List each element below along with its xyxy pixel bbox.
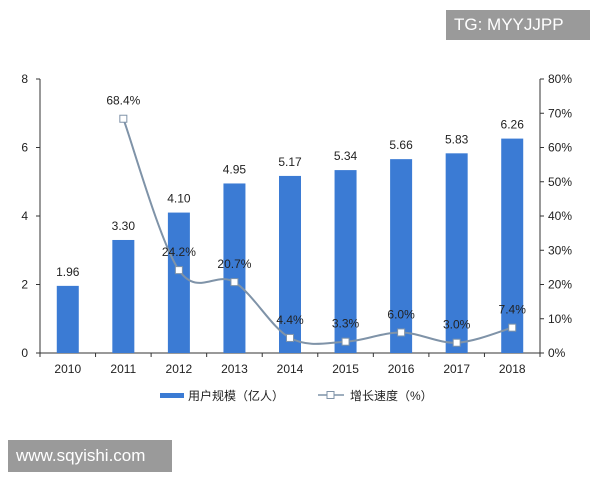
x-tick-label: 2011 [110, 362, 136, 376]
x-tick-label: 2016 [388, 362, 415, 376]
bar-label: 1.96 [56, 265, 80, 279]
growth-marker [397, 328, 406, 337]
right-tick-label: 10% [548, 312, 572, 326]
bar-label: 4.10 [167, 192, 191, 206]
growth-label: 68.4% [106, 94, 140, 108]
legend-bar-label: 用户规模（亿人） [188, 388, 284, 403]
growth-marker [119, 114, 128, 123]
bar [390, 159, 413, 353]
bar-label: 5.17 [278, 155, 302, 169]
left-tick-label: 8 [21, 72, 28, 86]
bar [501, 138, 524, 353]
right-tick-label: 20% [548, 278, 572, 292]
growth-marker [452, 338, 461, 347]
right-tick-label: 30% [548, 243, 572, 257]
growth-label: 24.2% [162, 245, 196, 259]
right-tick-label: 70% [548, 106, 572, 120]
growth-label: 7.4% [499, 303, 527, 317]
legend-line-marker [326, 391, 335, 399]
bar-label: 5.34 [334, 149, 358, 163]
growth-marker [174, 266, 183, 275]
bar [445, 153, 468, 353]
right-tick-label: 60% [548, 141, 572, 155]
legend-line-label: 增长速度（%） [350, 388, 433, 403]
x-tick-label: 2017 [443, 362, 470, 376]
watermark-top: TG: MYYJJPP [446, 10, 590, 40]
growth-marker [230, 278, 239, 287]
bar-label: 3.30 [112, 219, 136, 233]
right-tick-label: 50% [548, 175, 572, 189]
growth-marker [341, 337, 350, 346]
bar-label: 6.26 [501, 118, 525, 132]
bar-label: 5.83 [445, 132, 469, 146]
bar [223, 183, 246, 353]
bar [334, 170, 357, 353]
growth-marker [286, 333, 294, 342]
x-tick-label: 2013 [221, 362, 248, 376]
bar [56, 285, 79, 353]
x-tick-label: 2010 [54, 362, 81, 376]
right-tick-label: 40% [548, 209, 572, 223]
watermark-bottom: www.sqyishi.com [8, 440, 172, 472]
bar-label: 4.95 [223, 162, 247, 176]
left-tick-label: 6 [21, 141, 28, 155]
bar [167, 212, 190, 353]
right-tick-label: 80% [548, 72, 572, 86]
growth-label: 3.3% [332, 317, 360, 331]
growth-label: 3.0% [443, 318, 471, 332]
right-tick-label: 0% [548, 346, 566, 360]
legend-bar-swatch [160, 393, 184, 398]
left-tick-label: 0 [21, 346, 28, 360]
growth-marker [508, 323, 517, 332]
left-tick-label: 4 [21, 209, 28, 223]
x-tick-label: 2018 [499, 362, 526, 376]
x-tick-label: 2012 [166, 362, 193, 376]
growth-label: 20.7% [217, 257, 251, 271]
x-tick-label: 2014 [277, 362, 304, 376]
bar [279, 175, 301, 353]
bar-label: 5.66 [389, 138, 413, 152]
bar [112, 239, 135, 353]
growth-label: 4.4% [276, 313, 304, 327]
x-tick-label: 2015 [332, 362, 359, 376]
left-tick-label: 2 [21, 278, 28, 292]
growth-label: 6.0% [387, 307, 415, 321]
